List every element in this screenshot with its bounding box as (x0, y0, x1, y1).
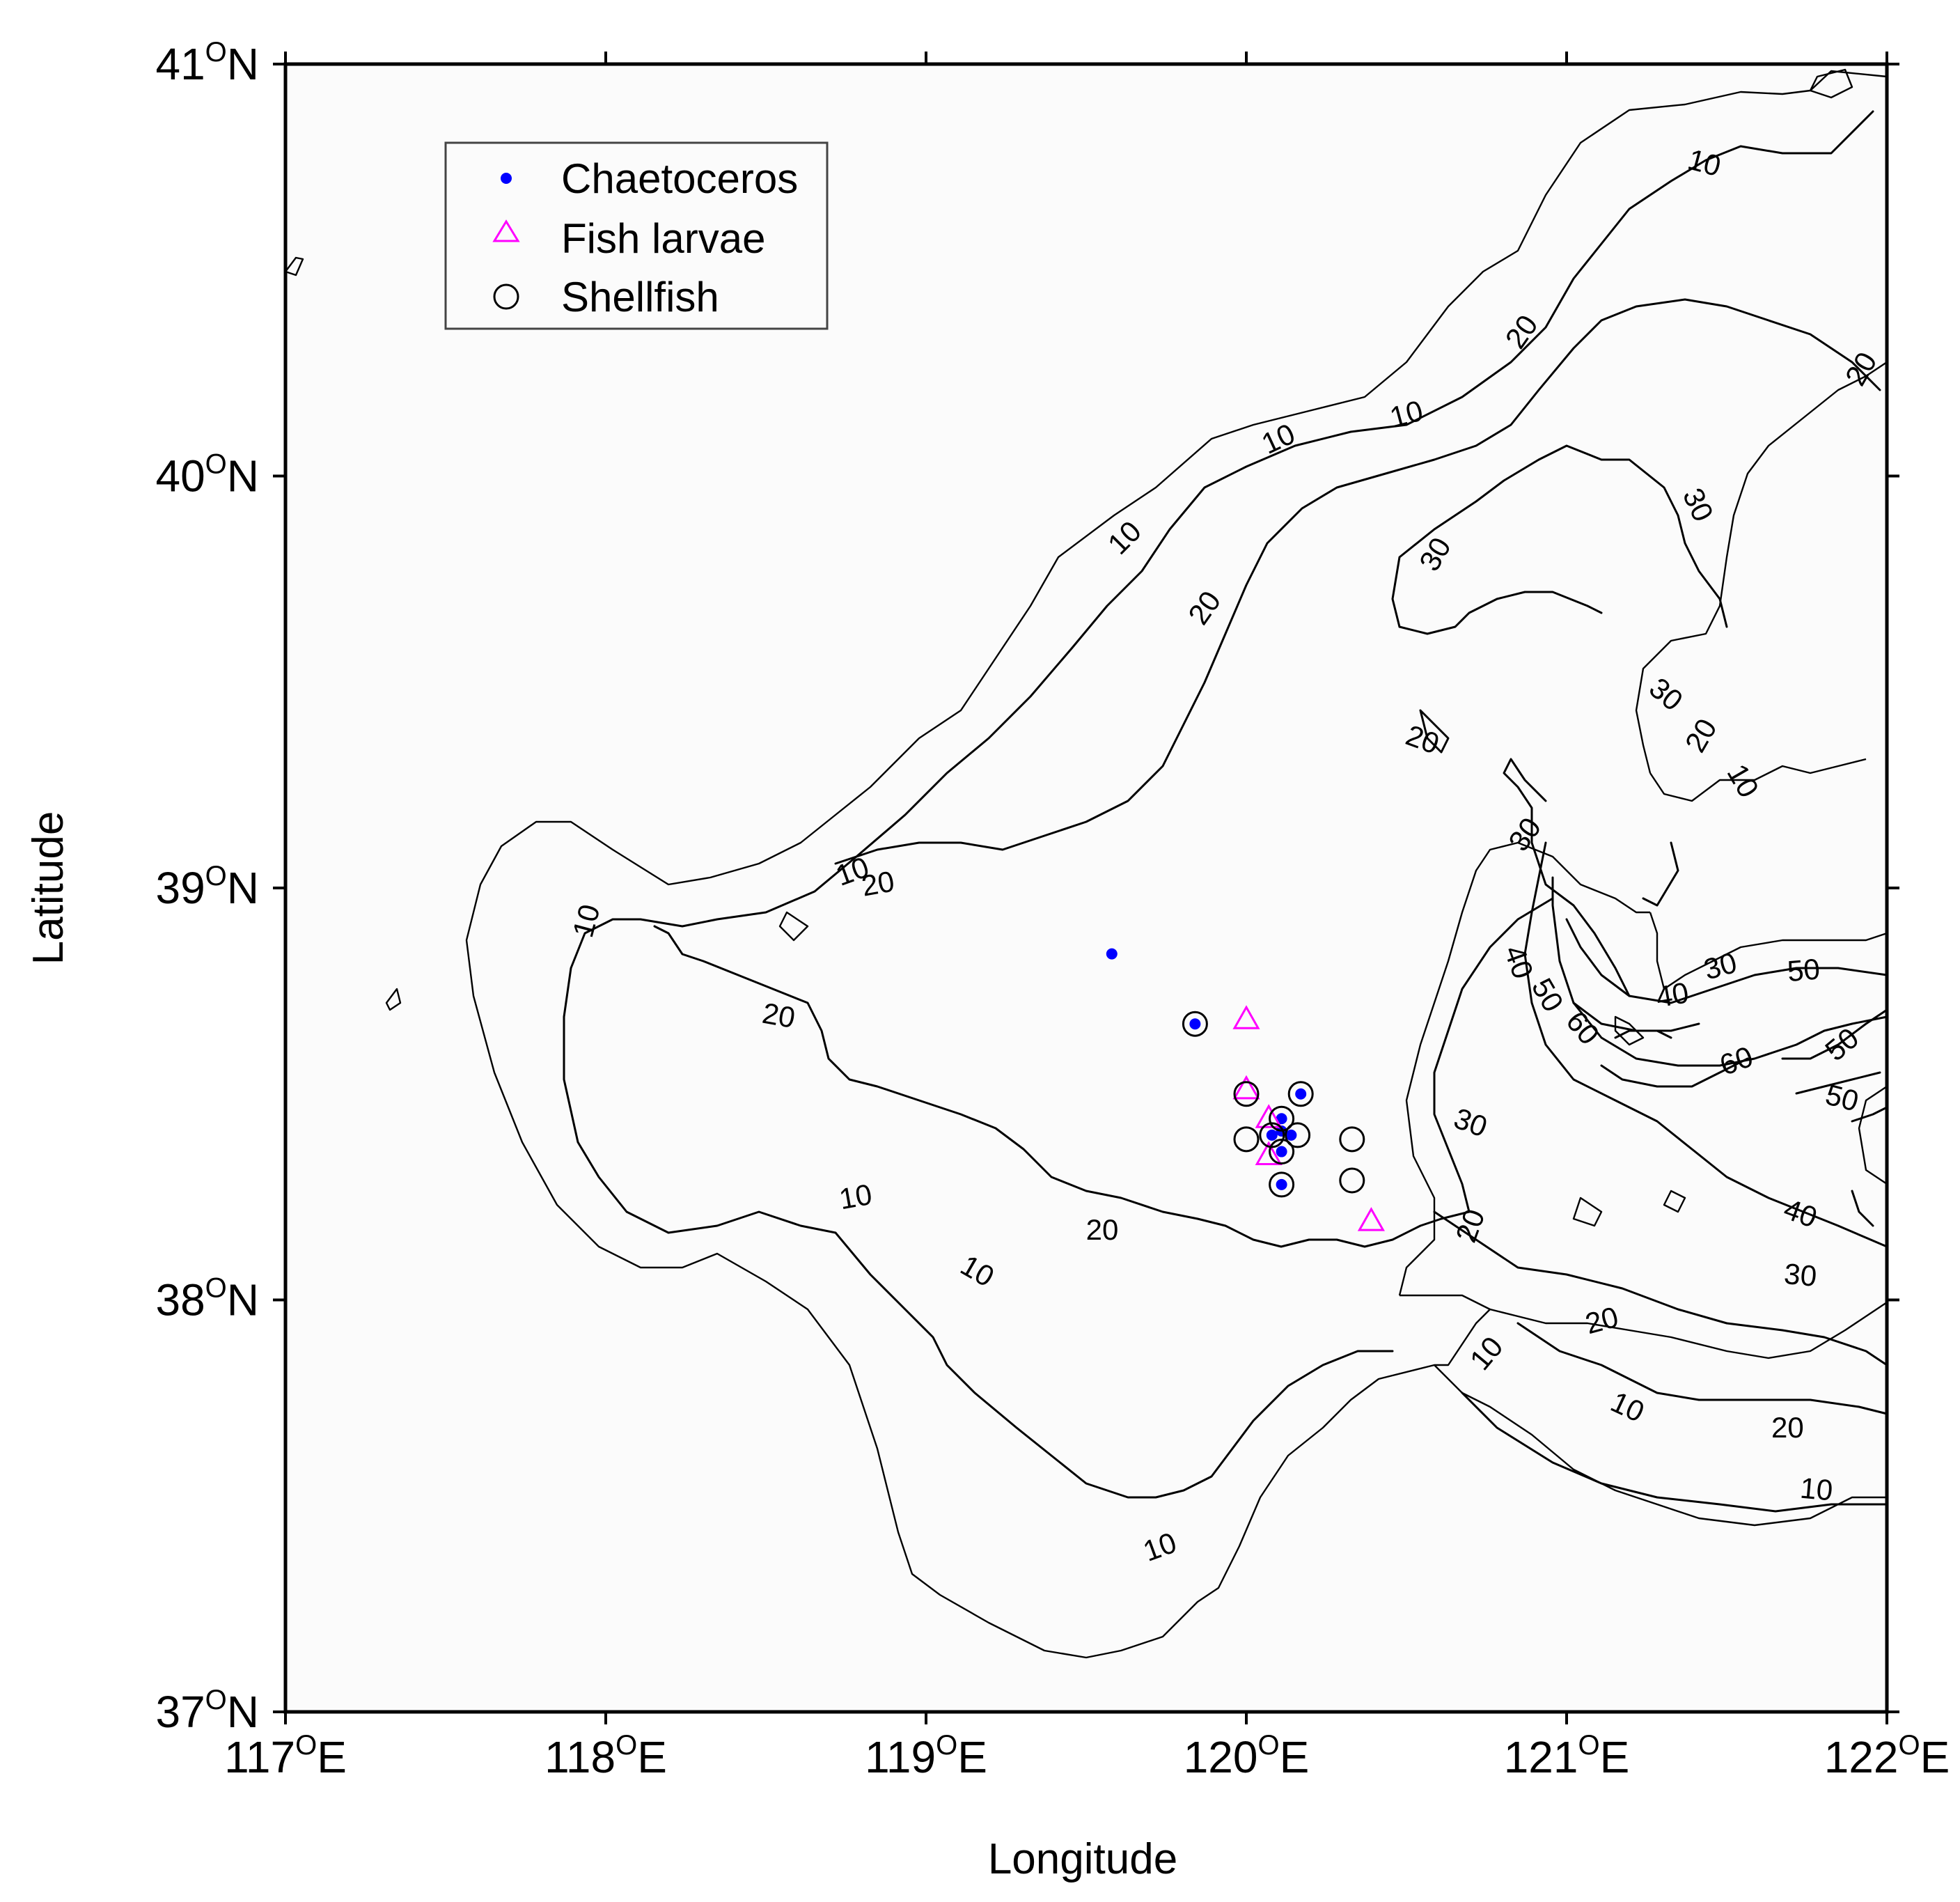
axis-ticks (273, 52, 1899, 1724)
fish-larvae-point-2 (1255, 1104, 1283, 1128)
x-tick-labels: 117OE 118OE 119OE 120OE 121OE 122OE (224, 1730, 1950, 1782)
legend-marker-fish-larvae (492, 219, 520, 242)
x-tick-label-1: 118OE (544, 1730, 667, 1782)
shellfish-point-3 (1269, 1105, 1295, 1132)
chaetoceros-point-8 (1276, 1178, 1287, 1190)
y-tick-label-3: 40ON (155, 449, 259, 501)
legend-marker-shellfish (493, 283, 519, 310)
contour-label-21: 50 (1786, 952, 1821, 988)
contour-label-22: 40 (1654, 976, 1691, 1013)
fish-larvae-point-1 (1232, 1075, 1260, 1100)
shellfish-point-10 (1339, 1167, 1365, 1194)
chaetoceros-point-6 (1285, 1129, 1297, 1141)
chaetoceros-point-2 (1295, 1088, 1307, 1100)
x-tick-label-2: 119OE (865, 1730, 987, 1782)
x-tick-label-0: 117OE (224, 1730, 347, 1782)
contour-label-33: 30 (1783, 1257, 1819, 1293)
y-tick-label-0: 37ON (155, 1685, 259, 1737)
shellfish-point-6 (1285, 1122, 1311, 1148)
plot-area (285, 64, 1887, 1712)
legend-label-shellfish: Shellfish (561, 274, 719, 320)
contour-label-37: 20 (1771, 1411, 1804, 1444)
contour-label-38: 10 (1799, 1472, 1835, 1507)
contour-label-28: 10 (837, 1178, 875, 1215)
contour-label-26: 20 (760, 997, 797, 1034)
chaetoceros-point-0 (1106, 948, 1118, 960)
shellfish-point-8 (1339, 1126, 1365, 1153)
x-tick-label-4: 121OE (1504, 1730, 1630, 1782)
shellfish-point-9 (1269, 1171, 1295, 1198)
chaetoceros-point-3 (1276, 1113, 1287, 1125)
x-tick-label-5: 122OE (1824, 1730, 1950, 1782)
y-tick-label-4: 41ON (155, 37, 259, 89)
legend-label-fish-larvae: Fish larvae (561, 215, 765, 262)
y-tick-labels: 37ON 38ON 39ON 40ON 41ON (155, 37, 259, 1737)
legend: Chaetoceros Fish larvae Shellfish (444, 141, 829, 330)
shellfish-point-2 (1287, 1081, 1314, 1107)
fish-larvae-point-4 (1357, 1207, 1385, 1231)
shellfish-point-1 (1233, 1081, 1260, 1107)
fish-larvae-point-3 (1255, 1141, 1283, 1165)
legend-marker-chaetoceros (501, 173, 512, 184)
shellfish-point-7 (1269, 1139, 1295, 1165)
legend-label-chaetoceros: Chaetoceros (561, 155, 798, 202)
shellfish-point-5 (1259, 1122, 1285, 1148)
y-tick-label-2: 39ON (155, 861, 259, 913)
contour-label-15: 20 (859, 864, 897, 902)
coastline (284, 68, 1888, 1659)
fish-larvae-point-0 (1232, 1005, 1260, 1029)
chaetoceros-point-4 (1266, 1129, 1278, 1141)
chaetoceros-point-7 (1276, 1146, 1287, 1157)
data-markers (1106, 948, 1385, 1231)
depth-contours (563, 110, 1888, 1513)
x-tick-label-3: 120OE (1184, 1730, 1310, 1782)
chaetoceros-point-1 (1189, 1018, 1201, 1030)
x-axis-title: Longitude (988, 1835, 1177, 1883)
contour-label-29: 20 (1086, 1213, 1119, 1246)
y-axis-title: Latitude (24, 811, 72, 965)
y-tick-label-1: 38ON (155, 1273, 259, 1325)
shellfish-point-0 (1182, 1011, 1208, 1037)
shellfish-point-4 (1233, 1126, 1260, 1153)
